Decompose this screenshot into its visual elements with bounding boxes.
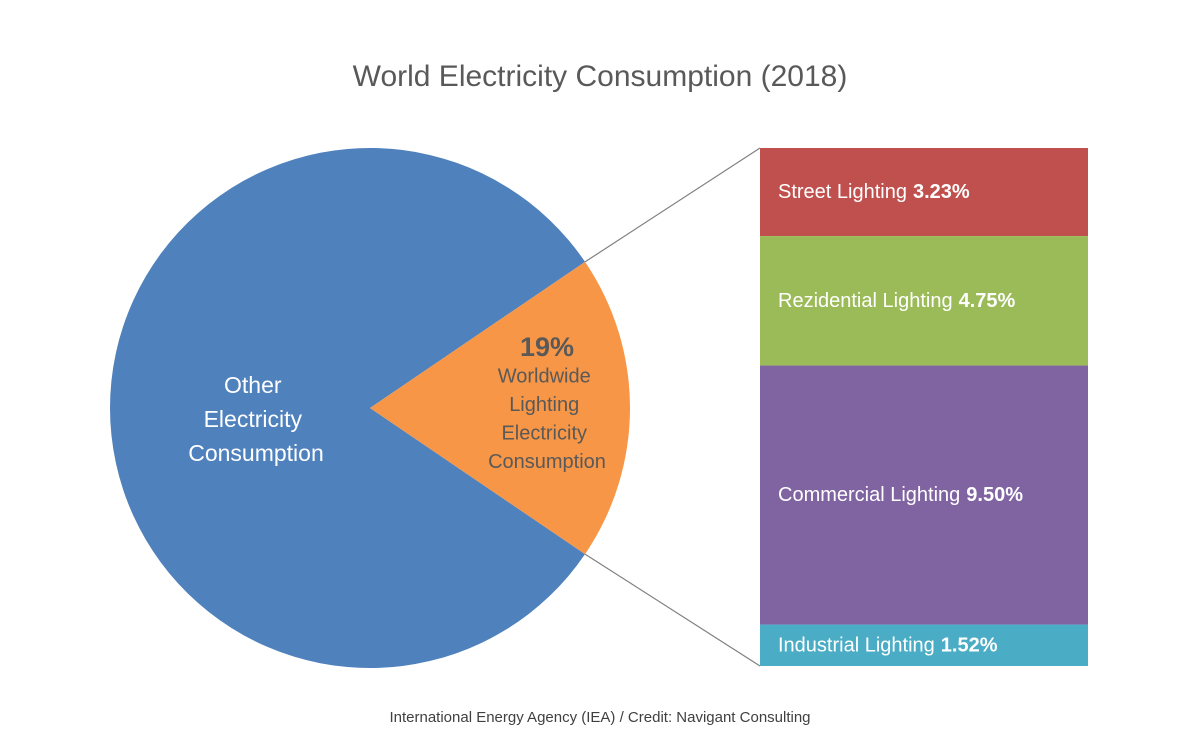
pie-slice: [110, 147, 586, 668]
bar-segment: [760, 148, 1088, 237]
segment-name: Street Lighting: [778, 181, 907, 203]
segment-name: Rezidential Lighting: [778, 290, 953, 312]
slice-value-label: 19%: [520, 332, 574, 362]
pie-slice: [370, 261, 631, 555]
bar-segment: [760, 365, 1088, 625]
segment-label: Industrial Lighting 1.52%: [778, 635, 998, 657]
chart-title: World Electricity Consumption (2018): [353, 60, 848, 93]
slice-label: Worldwide Lighting Electricity Consumpti…: [488, 366, 606, 474]
bar-segment: [760, 236, 1088, 366]
source-note: International Energy Agency (IEA) / Cred…: [389, 709, 810, 726]
segment-name: Industrial Lighting: [778, 635, 935, 657]
segment-name: Commercial Lighting: [778, 484, 960, 506]
segment-value: 3.23%: [913, 181, 970, 203]
segment-value: 4.75%: [959, 290, 1016, 312]
slice-label: Other Electricity Consumption: [188, 372, 324, 466]
segment-label: Commercial Lighting 9.50%: [778, 484, 1023, 506]
segment-label: Rezidential Lighting 4.75%: [778, 290, 1015, 312]
bar-segment: [760, 624, 1088, 666]
segment-value: 9.50%: [966, 484, 1023, 506]
connector-line: [584, 147, 761, 263]
connector-line: [584, 553, 761, 667]
segment-value: 1.52%: [941, 635, 998, 657]
segment-label: Street Lighting 3.23%: [778, 181, 970, 203]
